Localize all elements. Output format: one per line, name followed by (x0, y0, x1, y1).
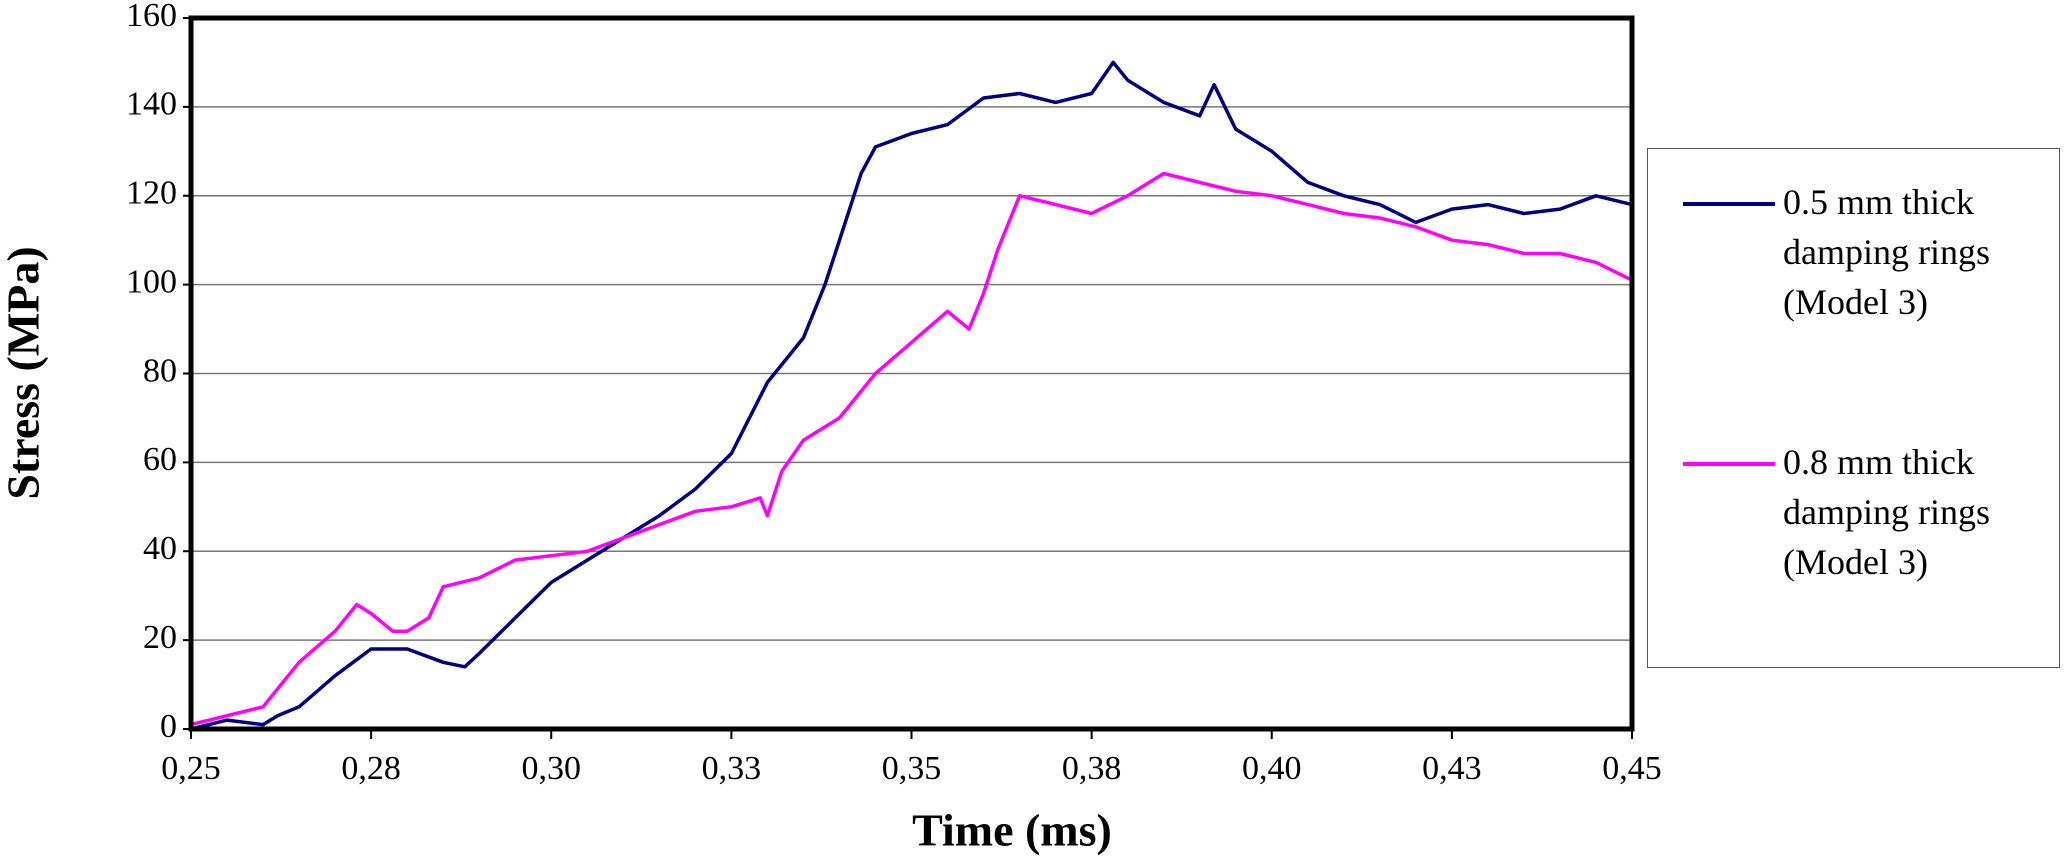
series-line (190, 171, 1633, 727)
x-tick-label: 0,25 (161, 750, 221, 787)
y-tick-label: 80 (143, 352, 177, 389)
y-tick-label: 0 (160, 708, 177, 745)
plot-border (188, 15, 1635, 732)
x-tick-label: 0,35 (882, 750, 942, 787)
x-tick-label: 0,30 (522, 750, 582, 787)
legend-swatch (1683, 202, 1775, 206)
legend-label: 0.5 mm thick damping rings (Model 3) (1783, 182, 1990, 322)
x-tick-label: 0,45 (1602, 750, 1662, 787)
x-axis-label: Time (ms) (912, 805, 1112, 856)
y-tick-label: 60 (143, 441, 177, 478)
y-tick-label: 100 (126, 263, 177, 300)
x-tick-label: 0,38 (1062, 750, 1122, 787)
x-tick-label: 0,40 (1242, 750, 1302, 787)
y-tick-label: 20 (143, 619, 177, 656)
y-tick-label: 120 (126, 175, 177, 212)
legend: 0.5 mm thick damping rings (Model 3) 0.8 … (1647, 148, 2060, 668)
y-axis-label: Stress (MPa) (0, 246, 49, 499)
y-tick-label: 40 (143, 530, 177, 567)
legend-label: 0.8 mm thick damping rings (Model 3) (1783, 442, 1990, 582)
legend-swatch (1683, 462, 1775, 466)
y-tick-label: 160 (126, 0, 177, 34)
y-tick-label: 140 (126, 86, 177, 123)
x-tick-label: 0,28 (341, 750, 401, 787)
x-tick-label: 0,33 (702, 750, 762, 787)
x-tick-label: 0,43 (1422, 750, 1482, 787)
series-line (190, 60, 1633, 731)
